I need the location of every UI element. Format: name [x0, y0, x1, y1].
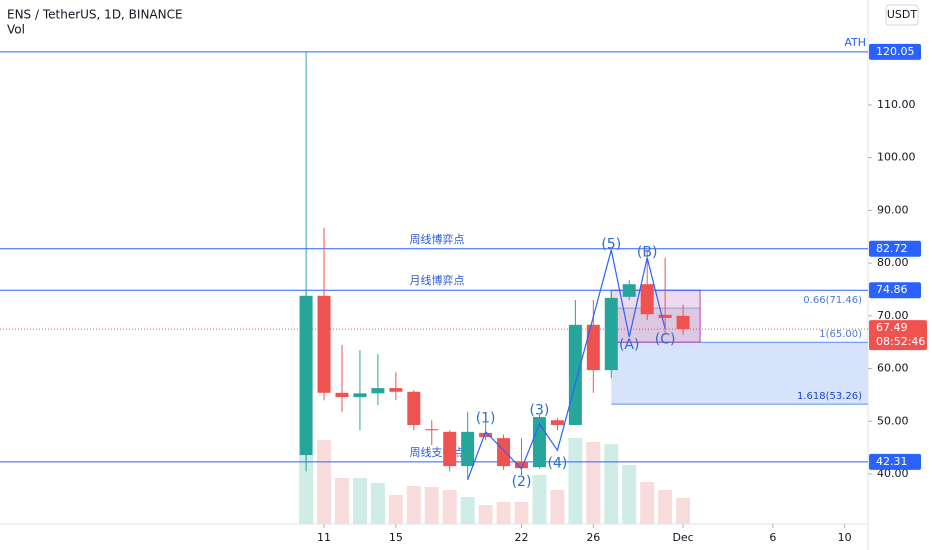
- volume-bar: [334, 478, 349, 524]
- candle-body: [568, 324, 582, 425]
- level-price-box: [869, 43, 921, 60]
- volume-bar: [676, 498, 691, 524]
- volume-bar: [658, 490, 673, 524]
- candle-body: [407, 391, 421, 425]
- volume-bar: [460, 497, 475, 524]
- candle-body: [317, 295, 331, 393]
- volume-bar: [299, 455, 314, 524]
- x-tick-label: Dec: [672, 531, 693, 544]
- volume-bar: [568, 438, 583, 524]
- candle-body: [497, 438, 511, 467]
- wave-label: (4): [548, 455, 568, 471]
- volume-bar: [550, 490, 565, 524]
- candle-body: [515, 461, 529, 469]
- last-price-label: 67.49: [876, 321, 908, 334]
- volume-bar: [532, 475, 547, 524]
- fib-label: 1(65.00): [819, 329, 862, 340]
- candle-body: [371, 388, 385, 394]
- volume-bar: [514, 502, 529, 524]
- wave-label: (2): [512, 474, 532, 490]
- volume-bar: [317, 440, 332, 524]
- wave-label: (B): [637, 245, 658, 261]
- volume-bar: [478, 505, 493, 524]
- fib-zone: [611, 342, 868, 405]
- volume-bar: [442, 490, 457, 524]
- fib-label: 1.618(53.26): [797, 391, 862, 402]
- y-tick-label: 40.00: [877, 467, 909, 480]
- level-price-box: [869, 453, 921, 470]
- volume-bar: [640, 482, 655, 524]
- x-tick-label: 22: [515, 531, 529, 544]
- x-tick-label: 26: [586, 531, 600, 544]
- chart-subtitle: Vol: [7, 23, 25, 37]
- y-tick-label: 70.00: [877, 309, 909, 322]
- currency-button[interactable]: [885, 4, 919, 26]
- fib-label: 0.66(71.46): [803, 295, 862, 306]
- y-tick-label: 80.00: [877, 256, 909, 269]
- candle-body: [461, 431, 475, 467]
- volume-bar: [406, 486, 421, 524]
- volume-bar: [370, 483, 385, 524]
- candle-body: [479, 432, 493, 438]
- candle-body: [676, 315, 690, 330]
- candle-body: [299, 295, 313, 456]
- y-tick-label: 60.00: [877, 362, 909, 375]
- candle-body: [640, 284, 654, 315]
- candle-body: [550, 420, 564, 425]
- volume-bar: [586, 442, 601, 524]
- x-tick-label: 10: [838, 531, 852, 544]
- wave-path: [467, 249, 666, 481]
- y-tick-label: 110.00: [877, 98, 916, 111]
- candle-body: [586, 324, 600, 371]
- level-price-label: 82.72: [876, 242, 908, 255]
- level-label: 月线博弈点: [410, 273, 465, 287]
- volume-bar: [352, 478, 367, 524]
- level-price-label: 74.86: [876, 283, 908, 296]
- volume-bar: [496, 502, 511, 524]
- wave-label: (3): [530, 403, 550, 419]
- candle-body: [622, 284, 636, 297]
- candle-body: [335, 392, 349, 398]
- level-label: ATH: [844, 36, 866, 49]
- candle-body: [389, 388, 403, 392]
- volume-bar: [424, 487, 439, 524]
- y-tick-label: 100.00: [877, 151, 916, 164]
- wave-label: (5): [601, 237, 621, 253]
- level-price-label: 42.31: [876, 455, 908, 468]
- x-tick-label: 11: [317, 531, 331, 544]
- countdown-label: 08:52:46: [876, 335, 925, 348]
- candle-body: [425, 429, 439, 431]
- wave-label: (C): [655, 332, 676, 348]
- wave-label: (1): [476, 411, 496, 427]
- volume-bar: [622, 465, 637, 524]
- candle-body: [443, 431, 457, 467]
- candle-body: [604, 297, 618, 371]
- currency-label[interactable]: USDT: [887, 8, 918, 21]
- level-price-box: [869, 240, 921, 257]
- level-label: 周线博弈点: [410, 232, 465, 246]
- candle-body: [658, 314, 672, 318]
- y-tick-label: 50.00: [877, 414, 909, 427]
- candle-body: [353, 393, 367, 398]
- level-price-box: [869, 282, 921, 299]
- level-price-label: 120.05: [876, 45, 915, 58]
- volume-bar: [604, 444, 619, 524]
- x-tick-label: 15: [389, 531, 403, 544]
- level-label: 周线支撑点: [410, 445, 465, 459]
- volume-bar: [388, 495, 403, 524]
- y-tick-label: 90.00: [877, 203, 909, 216]
- last-price-box: [869, 320, 927, 351]
- wave-label: (A): [619, 337, 640, 353]
- chart-title: ENS / TetherUS, 1D, BINANCE: [7, 8, 183, 22]
- x-tick-label: 6: [769, 531, 776, 544]
